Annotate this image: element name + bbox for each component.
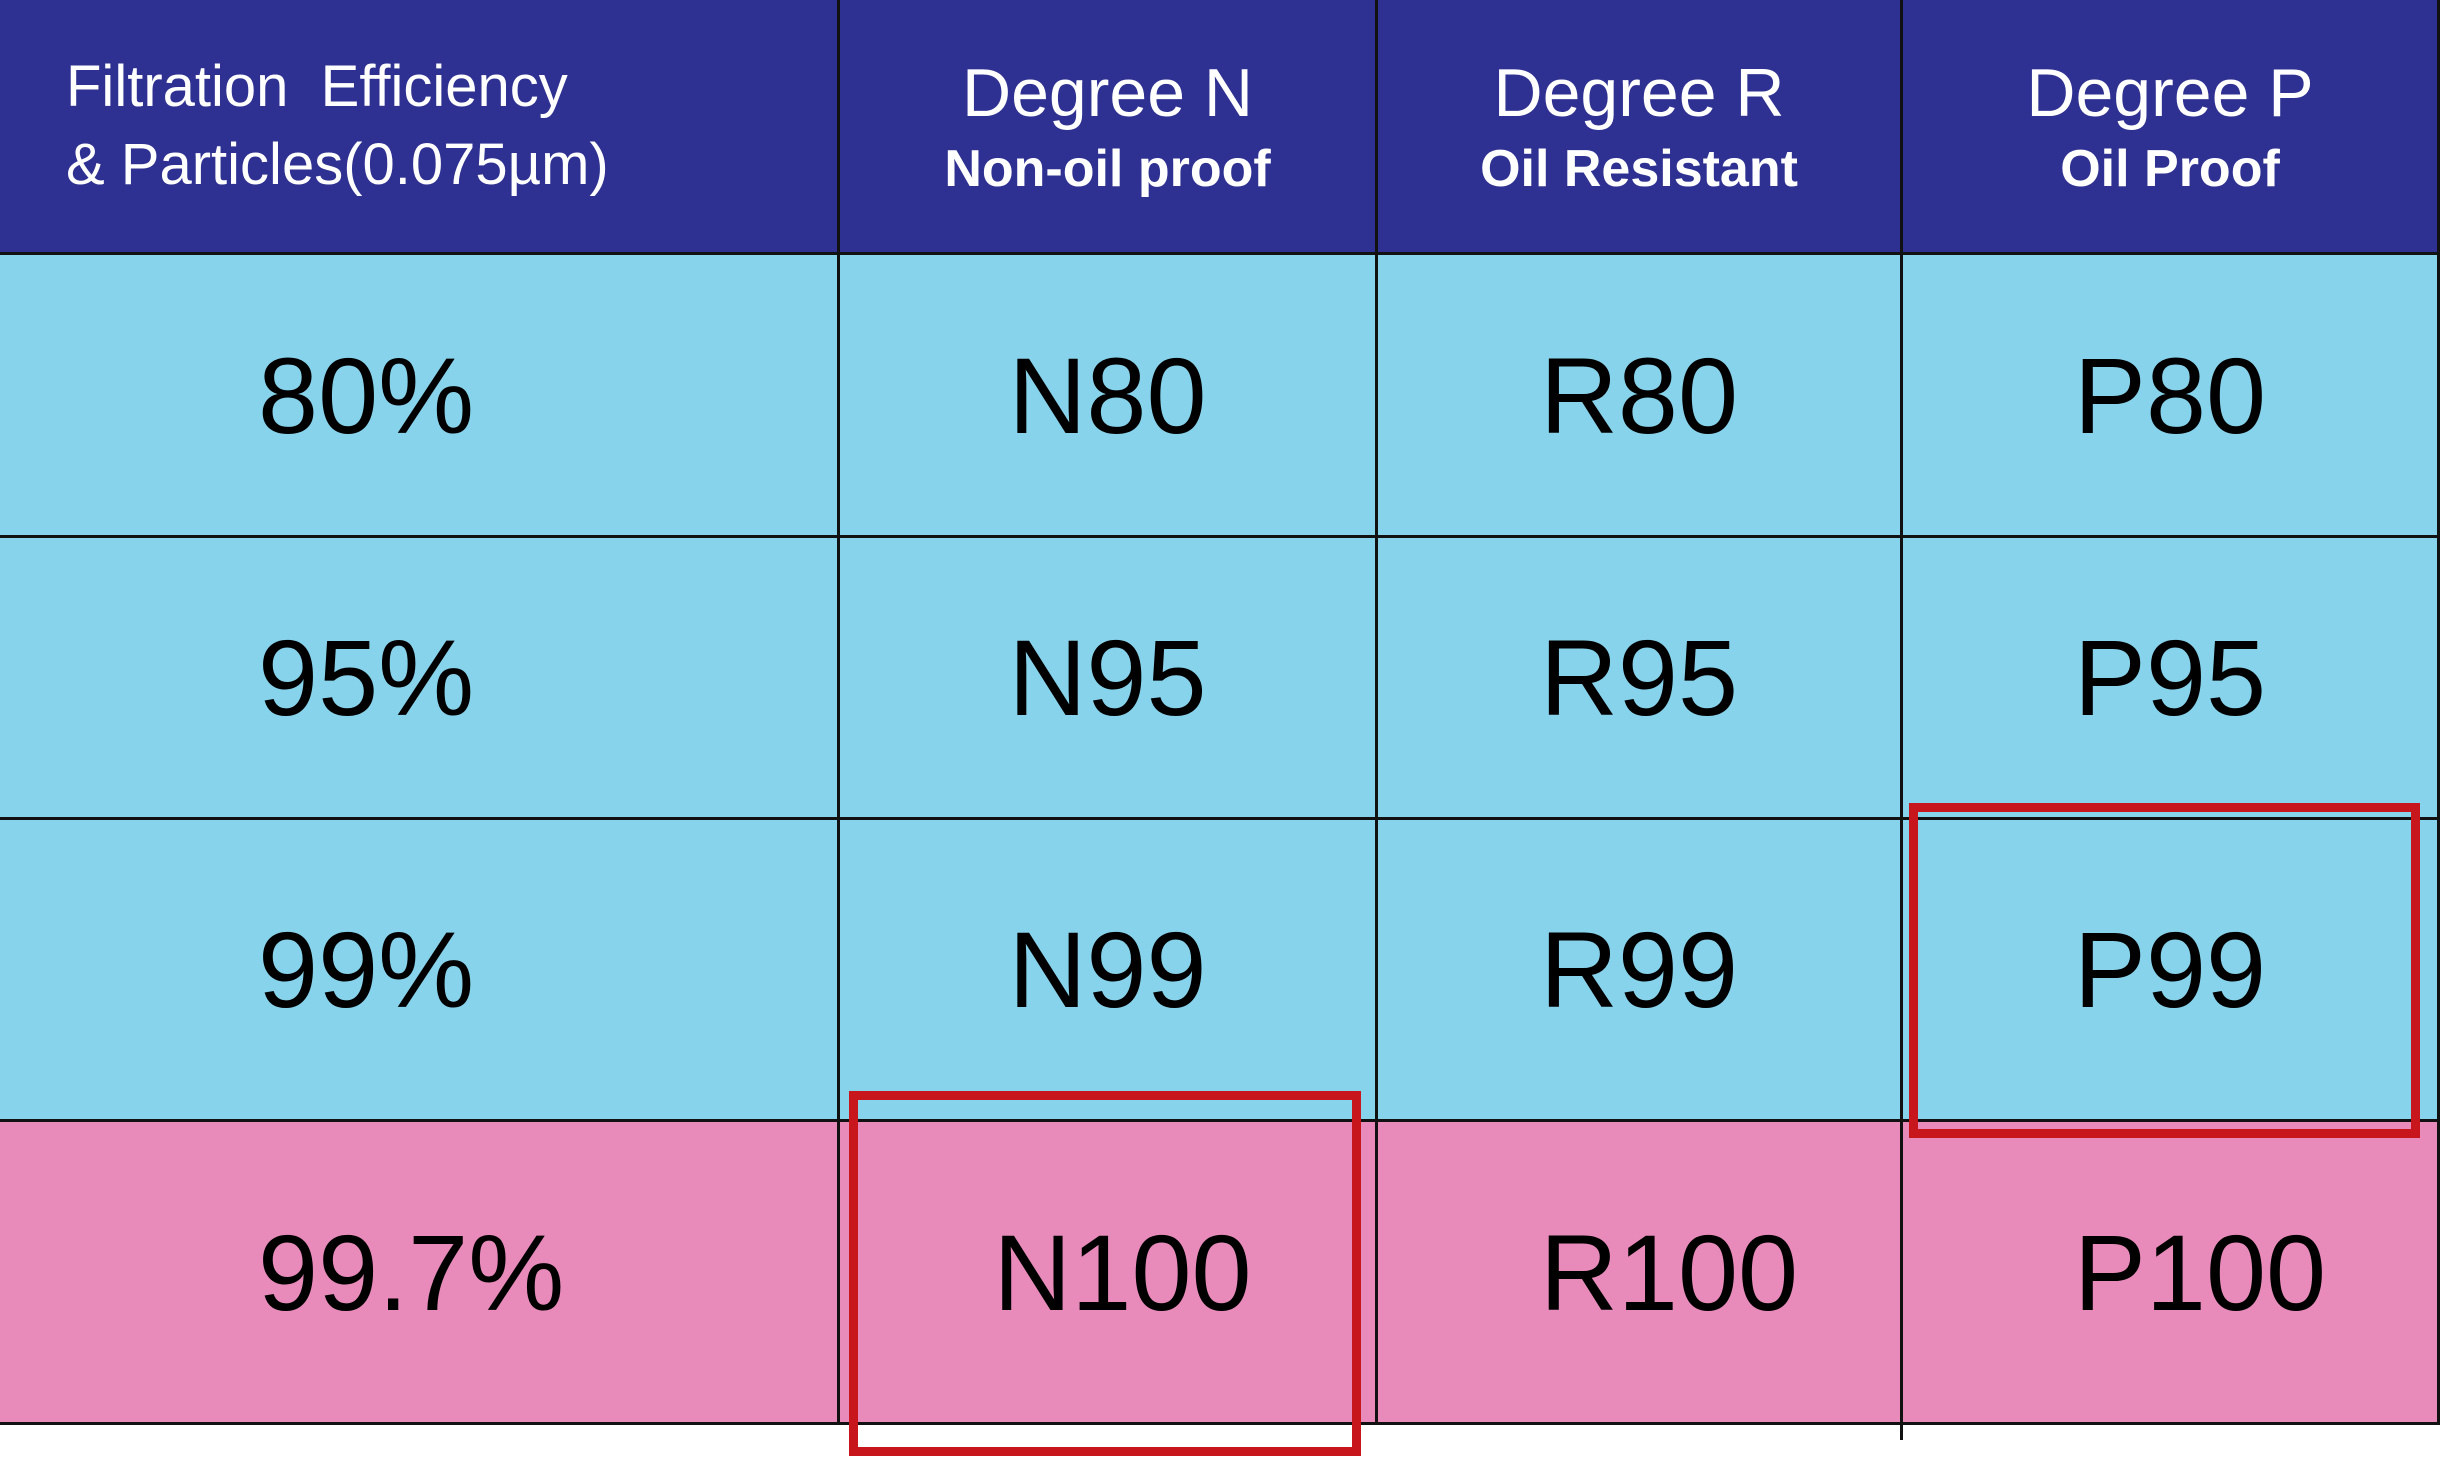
cell-r100: R100	[1378, 1122, 1903, 1425]
row-95-efficiency: 95%	[0, 538, 840, 820]
header-efficiency-particles: Filtration Efficiency & Particles(0.075µ…	[0, 0, 840, 255]
header-degree-r-title: Degree R	[1493, 55, 1785, 131]
row-99-efficiency: 99%	[0, 820, 840, 1122]
header-efficiency-line2: & Particles(0.075µm)	[66, 132, 609, 197]
cell-n80: N80	[840, 255, 1378, 538]
header-efficiency-line1: Filtration Efficiency	[66, 54, 568, 119]
cell-p80: P80	[1903, 255, 2440, 538]
header-degree-n: Degree N Non-oil proof	[840, 0, 1378, 255]
header-degree-p-title: Degree P	[2026, 55, 2314, 131]
cell-n99: N99	[840, 820, 1378, 1122]
header-degree-r-subtitle: Oil Resistant	[1480, 140, 1798, 198]
highlight-box-n100	[849, 1091, 1361, 1456]
header-degree-p-subtitle: Oil Proof	[2060, 140, 2280, 198]
column-divider-tail	[1900, 1422, 1903, 1440]
cell-p95: P95	[1903, 538, 2440, 820]
highlight-box-p99	[1909, 803, 2420, 1138]
cell-r95: R95	[1378, 538, 1903, 820]
header-degree-n-subtitle: Non-oil proof	[944, 140, 1271, 198]
cell-p99: P99	[1903, 820, 2440, 1122]
cell-n100: N100	[840, 1122, 1378, 1425]
cell-r80: R80	[1378, 255, 1903, 538]
row-99-7-efficiency: 99.7%	[0, 1122, 840, 1425]
cell-r99: R99	[1378, 820, 1903, 1122]
header-degree-n-title: Degree N	[961, 55, 1254, 131]
cell-n95: N95	[840, 538, 1378, 820]
header-degree-r: Degree R Oil Resistant	[1378, 0, 1903, 255]
row-80-efficiency: 80%	[0, 255, 840, 538]
header-degree-p: Degree P Oil Proof	[1903, 0, 2440, 255]
cell-p100: P100	[1903, 1122, 2440, 1425]
